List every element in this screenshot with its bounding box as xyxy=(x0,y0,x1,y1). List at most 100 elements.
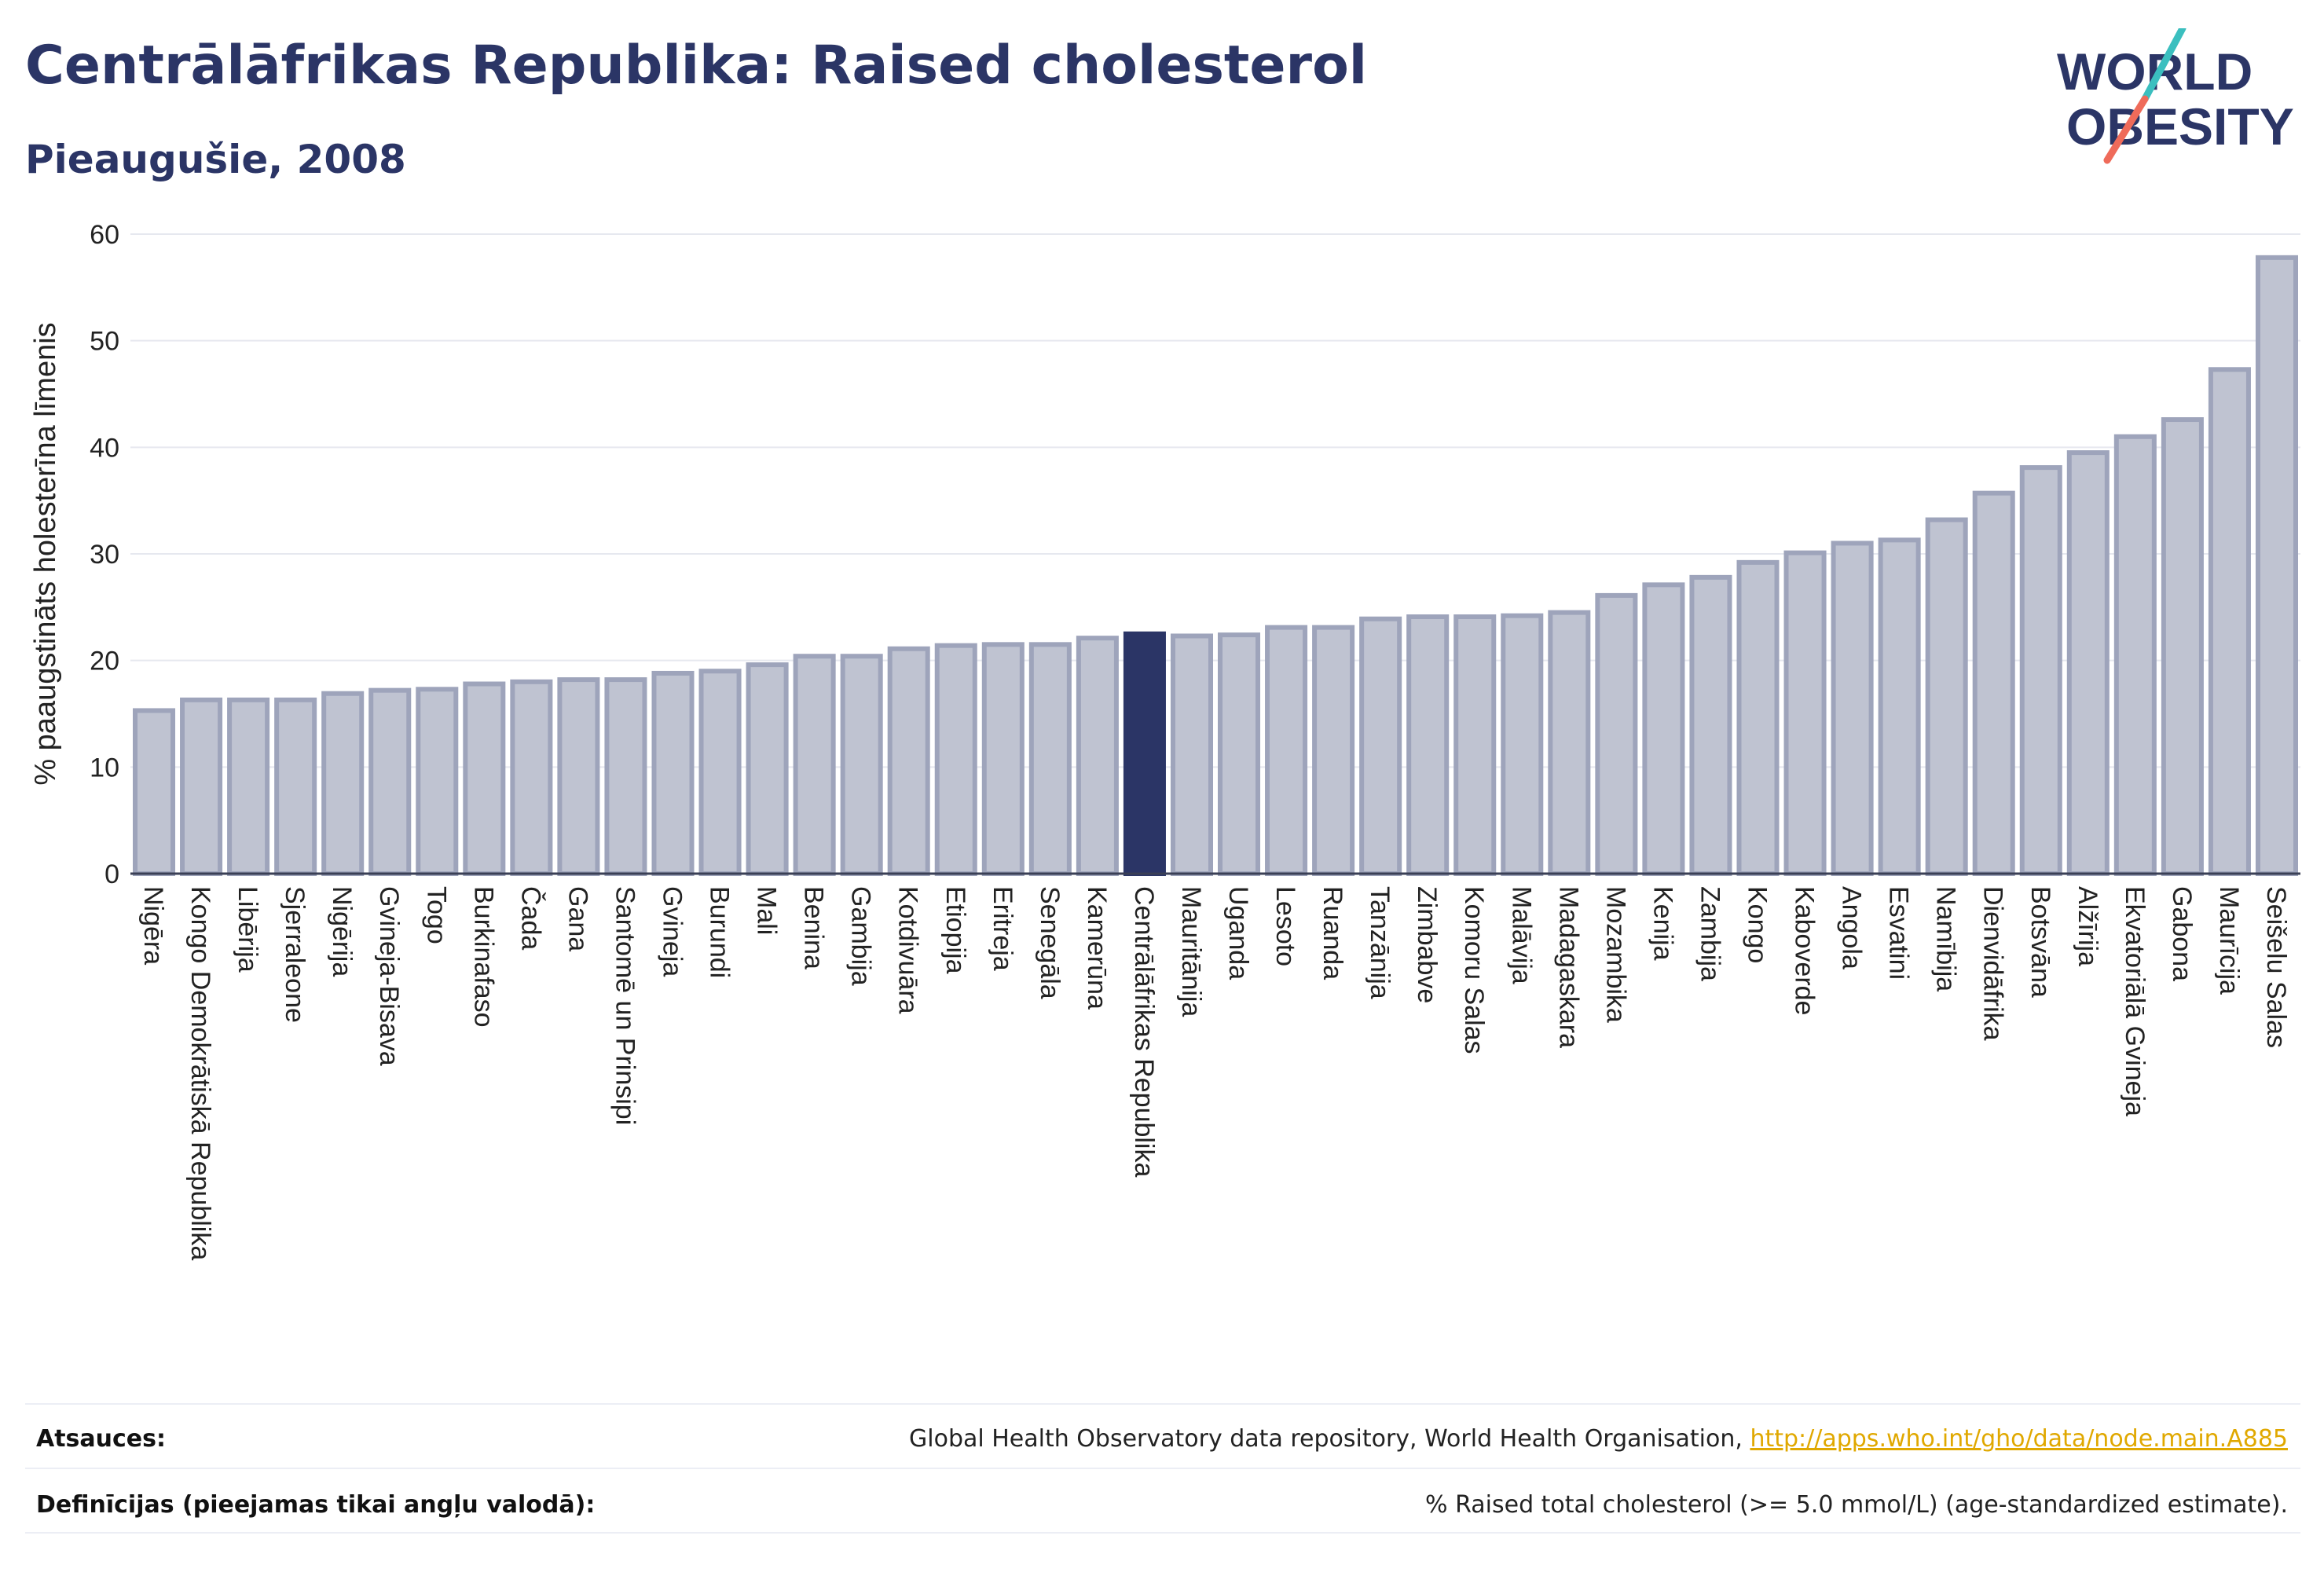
x-tick-label: Etiopija xyxy=(940,886,970,974)
bar[interactable] xyxy=(1548,610,1591,876)
x-tick-label: Namībija xyxy=(1931,886,1961,991)
x-tick-label: Nigērija xyxy=(327,886,357,977)
y-tick-label: 60 xyxy=(90,220,119,250)
y-tick-label: 0 xyxy=(104,859,119,889)
x-tick-label: Libērija xyxy=(233,886,262,973)
bar[interactable] xyxy=(463,681,506,876)
definitions-text: % Raised total cholesterol (>= 5.0 mmol/… xyxy=(1425,1491,2288,1519)
logo-word-obesity: OBESITY xyxy=(2066,97,2294,156)
bar[interactable] xyxy=(1783,550,1827,876)
x-tick-label: Gana xyxy=(563,886,592,951)
bar[interactable] xyxy=(746,662,789,876)
x-tick-label: Ruanda xyxy=(1318,886,1347,980)
y-tick-label: 30 xyxy=(90,540,119,570)
x-tick-label: Zambija xyxy=(1695,886,1725,981)
x-tick-label: Angola xyxy=(1837,886,1867,969)
footer-divider-middle xyxy=(25,1468,2300,1469)
bar-highlighted[interactable] xyxy=(1123,631,1166,876)
bar[interactable] xyxy=(1170,633,1213,876)
y-tick-label: 50 xyxy=(90,327,119,357)
bars xyxy=(133,255,2298,877)
x-tick-label: Seišelu Salas xyxy=(2261,886,2291,1048)
x-tick-label: Kongo Demokrātiskā Republika xyxy=(185,886,215,1260)
bar[interactable] xyxy=(2019,465,2062,876)
bar[interactable] xyxy=(1265,625,1308,876)
x-tick-label: Alžīrija xyxy=(2073,886,2102,966)
bar[interactable] xyxy=(887,646,930,876)
sources-link[interactable]: http://apps.who.int/gho/data/node.main.A… xyxy=(1750,1425,2288,1453)
x-tick-label: Kamerūna xyxy=(1082,886,1112,1010)
x-tick-label: Tanzānija xyxy=(1365,886,1395,999)
x-tick-label: Uganda xyxy=(1223,886,1253,980)
x-tick-label: Maurīcija xyxy=(2214,886,2244,995)
page-title: Centrālāfrikas Republika: Raised cholest… xyxy=(25,35,1368,97)
x-axis-labels: Nigēra Kongo Demokrātiskā Republika Libēri… xyxy=(138,886,2291,1260)
x-tick-label: Zimbabve xyxy=(1412,886,1442,1003)
bar[interactable] xyxy=(557,677,600,876)
x-tick-label: Komoru Salas xyxy=(1459,886,1489,1054)
bar[interactable] xyxy=(1831,541,1874,877)
bar[interactable] xyxy=(698,669,742,876)
bar[interactable] xyxy=(321,691,365,876)
bar[interactable] xyxy=(793,654,836,876)
x-tick-label: Čada xyxy=(515,886,545,950)
bar[interactable] xyxy=(604,677,647,876)
sources-text: Global Health Observatory data repositor… xyxy=(909,1425,2288,1453)
x-tick-label: Centrālāfrikas Republika xyxy=(1129,886,1159,1177)
bar[interactable] xyxy=(510,679,553,876)
bar[interactable] xyxy=(1076,636,1119,877)
bar[interactable] xyxy=(368,687,412,876)
sources-description: Global Health Observatory data repositor… xyxy=(909,1425,1750,1453)
bar[interactable] xyxy=(180,697,223,877)
x-tick-label: Gvineja xyxy=(658,886,687,977)
x-tick-label: Dienvidāfrika xyxy=(1978,886,2008,1041)
x-tick-label: Togo xyxy=(421,886,451,944)
y-tick-label: 40 xyxy=(90,433,119,463)
bar[interactable] xyxy=(416,687,459,877)
bar[interactable] xyxy=(274,697,317,877)
x-tick-label: Senegāla xyxy=(1035,886,1065,999)
bar[interactable] xyxy=(981,642,1025,876)
x-tick-label: Gabona xyxy=(2167,886,2197,981)
definitions-label: Definīcijas (pieejamas tikai angļu valod… xyxy=(36,1491,596,1519)
bar[interactable] xyxy=(2208,367,2251,876)
bar[interactable] xyxy=(1642,582,1685,876)
logo-slash-coral xyxy=(2103,95,2149,164)
bar[interactable] xyxy=(227,697,270,877)
bar[interactable] xyxy=(1359,616,1402,876)
bar[interactable] xyxy=(1406,614,1450,876)
bar[interactable] xyxy=(1595,592,1638,876)
x-tick-label: Esvatini xyxy=(1884,886,1914,980)
x-tick-label: Kaboverde xyxy=(1790,886,1820,1015)
bar[interactable] xyxy=(934,643,977,876)
bar[interactable] xyxy=(1218,632,1261,877)
x-tick-label: Gambija xyxy=(846,886,876,986)
bar[interactable] xyxy=(840,654,883,876)
bar[interactable] xyxy=(1925,517,1968,876)
bar[interactable] xyxy=(1736,559,1780,876)
bar[interactable] xyxy=(133,708,176,876)
x-tick-label: Botsvāna xyxy=(2025,886,2055,998)
bar[interactable] xyxy=(2113,434,2157,876)
x-tick-label: Gvineja-Bisava xyxy=(374,886,404,1066)
bar[interactable] xyxy=(1028,642,1072,876)
bar[interactable] xyxy=(2255,255,2298,876)
x-tick-label: Nigēra xyxy=(138,886,168,965)
bar[interactable] xyxy=(1878,537,1921,876)
bar[interactable] xyxy=(1972,490,2015,876)
x-tick-label: Madagaskara xyxy=(1553,886,1583,1048)
bar[interactable] xyxy=(2161,417,2204,876)
x-tick-label: Santomē un Prinsipi xyxy=(610,886,640,1125)
x-tick-label: Benina xyxy=(799,886,829,969)
bar[interactable] xyxy=(1453,614,1497,876)
x-tick-label: Mozambika xyxy=(1600,886,1630,1023)
bar[interactable] xyxy=(1312,625,1355,876)
bar[interactable] xyxy=(2066,450,2110,876)
logo-slash-teal xyxy=(2141,28,2187,103)
bar[interactable] xyxy=(1689,574,1732,876)
x-tick-label: Sjerraleone xyxy=(280,886,310,1023)
x-tick-label: Ekvatoriālā Gvineja xyxy=(2120,886,2150,1116)
world-obesity-logo[interactable]: WORLD OBESITY xyxy=(2043,28,2310,170)
bar[interactable] xyxy=(651,670,695,876)
bar[interactable] xyxy=(1501,613,1544,876)
